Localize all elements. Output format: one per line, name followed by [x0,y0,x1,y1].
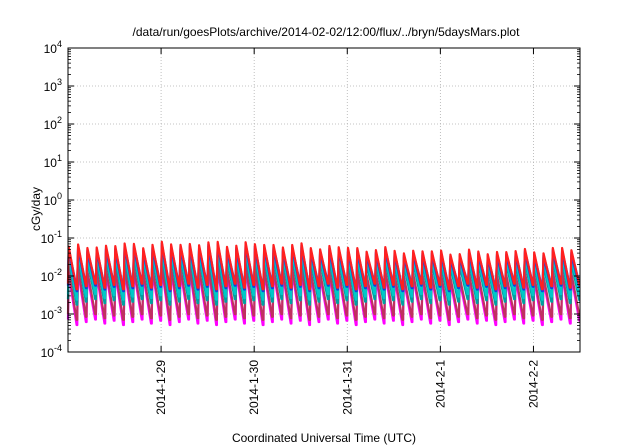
x-axis-label: Coordinated Universal Time (UTC) [232,431,416,445]
y-tick-label: 10-4 [41,343,62,360]
y-axis: 10-4 10-3 10-2 10-1 100 101 102 103 104 [41,39,580,360]
y-tick-label: 100 [44,191,62,208]
x-tick-label: 2014-2-1 [433,360,447,408]
x-tick-label: 2014-1-29 [154,360,168,415]
x-tick-label: 2014-2-2 [526,360,540,408]
x-axis: 2014-1-29 2014-1-30 2014-1-31 2014-2-1 2014-… [154,48,540,415]
chart-title: /data/run/goesPlots/archive/2014-02-02/1… [133,25,521,39]
series-line-7 [66,240,581,291]
y-tick-label: 10-2 [41,267,62,284]
y-tick-label: 104 [44,39,62,56]
y-tick-label: 10-1 [41,229,62,246]
y-tick-label: 101 [44,153,62,170]
y-tick-label: 102 [44,115,62,132]
series-layer [66,240,581,327]
y-axis-label: cGy/day [29,187,43,231]
y-tick-label: 10-3 [41,305,62,322]
x-tick-label: 2014-1-31 [340,360,354,415]
y-tick-label: 103 [44,77,62,94]
x-tick-label: 2014-1-30 [247,360,261,415]
